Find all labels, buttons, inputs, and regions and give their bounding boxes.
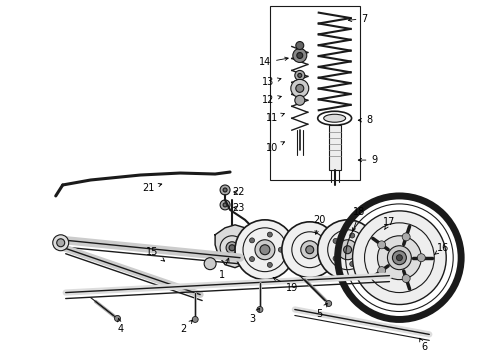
Text: 1: 1 — [219, 258, 229, 280]
Circle shape — [291, 80, 309, 97]
Circle shape — [204, 258, 216, 270]
Text: 20: 20 — [314, 215, 326, 234]
Text: 9: 9 — [358, 155, 378, 165]
Circle shape — [220, 185, 230, 195]
Text: 15: 15 — [146, 247, 165, 261]
Circle shape — [388, 246, 412, 270]
Circle shape — [229, 245, 235, 251]
Circle shape — [360, 247, 365, 252]
Text: 8: 8 — [358, 115, 372, 125]
Text: 10: 10 — [266, 142, 285, 153]
Text: 12: 12 — [262, 95, 281, 105]
Text: 3: 3 — [249, 308, 259, 324]
Circle shape — [296, 41, 304, 50]
Circle shape — [333, 256, 338, 261]
Text: 13: 13 — [262, 77, 281, 87]
Circle shape — [192, 316, 198, 323]
Circle shape — [268, 262, 272, 267]
Text: 18: 18 — [352, 207, 366, 231]
Bar — [270, 6, 360, 180]
Circle shape — [223, 203, 227, 207]
Text: 17: 17 — [383, 217, 395, 230]
Text: 19: 19 — [273, 278, 298, 293]
Circle shape — [295, 95, 305, 105]
Circle shape — [326, 301, 332, 306]
Text: 5: 5 — [317, 303, 327, 319]
Text: 22: 22 — [232, 187, 245, 197]
Circle shape — [255, 240, 275, 260]
Circle shape — [298, 73, 302, 77]
Bar — [329, 125, 341, 170]
Circle shape — [417, 254, 425, 262]
Text: 21: 21 — [142, 183, 162, 193]
Text: 4: 4 — [118, 318, 123, 334]
Circle shape — [249, 257, 254, 262]
Circle shape — [378, 241, 386, 249]
Text: 6: 6 — [420, 338, 427, 352]
Circle shape — [235, 220, 295, 280]
Circle shape — [53, 235, 69, 251]
Text: 11: 11 — [266, 113, 284, 123]
Ellipse shape — [324, 114, 345, 122]
Circle shape — [396, 255, 402, 261]
Text: 16: 16 — [434, 243, 449, 255]
Circle shape — [223, 188, 227, 192]
Text: 2: 2 — [180, 320, 193, 334]
Circle shape — [282, 222, 338, 278]
Circle shape — [260, 245, 270, 255]
Circle shape — [378, 267, 386, 275]
Circle shape — [293, 49, 307, 62]
Circle shape — [296, 84, 304, 92]
Circle shape — [295, 71, 305, 80]
Circle shape — [318, 220, 377, 280]
Circle shape — [220, 236, 244, 260]
Circle shape — [249, 238, 254, 243]
Circle shape — [333, 238, 338, 243]
Text: 7: 7 — [348, 14, 368, 24]
Polygon shape — [215, 225, 250, 268]
Circle shape — [268, 232, 272, 237]
Circle shape — [220, 200, 230, 210]
Circle shape — [257, 306, 263, 312]
Circle shape — [297, 53, 303, 58]
Circle shape — [338, 240, 358, 260]
Circle shape — [278, 247, 283, 252]
Text: 23: 23 — [232, 203, 244, 213]
Text: 14: 14 — [259, 57, 288, 67]
Circle shape — [402, 275, 410, 283]
Circle shape — [306, 246, 314, 254]
Circle shape — [402, 233, 410, 241]
Circle shape — [343, 246, 352, 254]
Circle shape — [226, 242, 238, 254]
Circle shape — [350, 233, 355, 238]
Circle shape — [57, 239, 65, 247]
Circle shape — [353, 211, 446, 305]
Circle shape — [301, 241, 318, 259]
Circle shape — [377, 236, 421, 280]
Circle shape — [115, 315, 121, 321]
Circle shape — [392, 251, 406, 265]
Circle shape — [350, 261, 355, 266]
